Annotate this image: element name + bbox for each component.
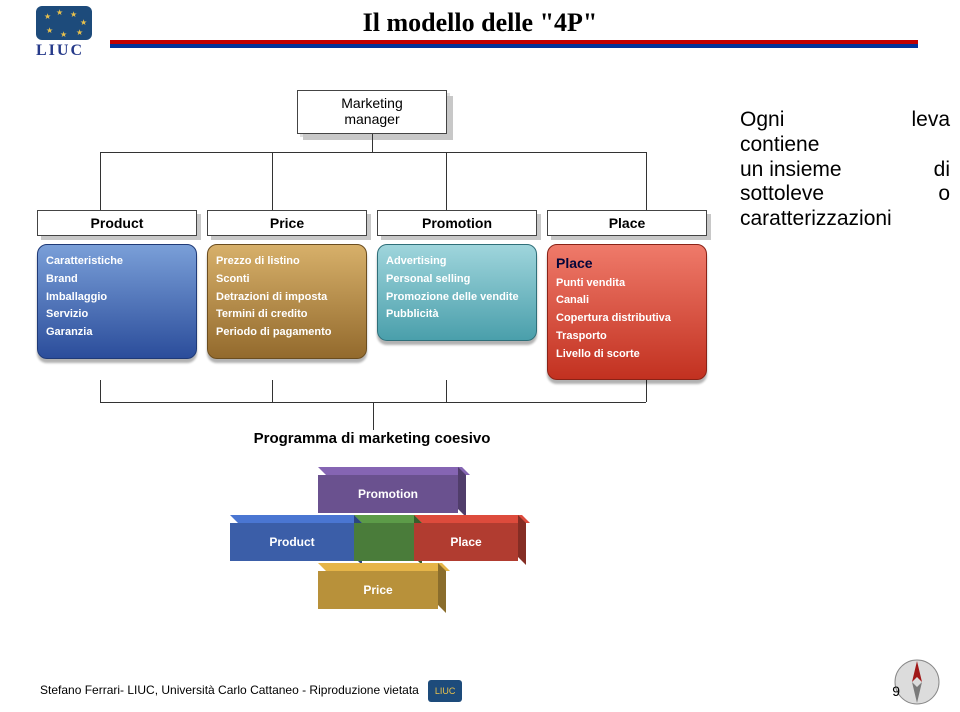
logo-text: LIUC <box>36 42 100 60</box>
list-item: Copertura distributiva <box>556 312 698 326</box>
product-items: Caratteristiche Brand Imballaggio Serviz… <box>46 255 188 340</box>
list-item: Advertising <box>386 255 528 269</box>
side-text: Ogni leva contiene un insieme di sottoleve… <box>740 108 950 232</box>
connector <box>100 380 101 402</box>
column-promotion: Promotion Advertising Personal selling P… <box>377 210 537 380</box>
col-head-place: Place <box>547 210 707 236</box>
price-items: Prezzo di listino Sconti Detrazioni di i… <box>216 255 358 340</box>
columns-row: Product Caratteristiche Brand Imballaggi… <box>18 210 726 380</box>
side-l3b: di <box>934 158 950 183</box>
list-item: Imballaggio <box>46 291 188 305</box>
connector <box>272 380 273 402</box>
footer-mini-logo: LIUC <box>428 680 462 702</box>
connector <box>372 134 373 152</box>
column-product: Product Caratteristiche Brand Imballaggi… <box>37 210 197 380</box>
list-item: Sconti <box>216 273 358 287</box>
block-price: Price <box>318 571 438 609</box>
page-number: 9 <box>892 683 900 699</box>
list-item: Detrazioni di imposta <box>216 291 358 305</box>
list-item: Promozione delle vendite <box>386 291 528 305</box>
connector <box>646 380 647 402</box>
list-item: Brand <box>46 273 188 287</box>
connector <box>646 152 647 210</box>
liuc-logo: ★ ★ ★ ★ ★ ★ ★ LIUC <box>36 6 100 62</box>
cohesive-program-label: Programma di marketing coesivo <box>217 430 527 458</box>
connector <box>446 380 447 402</box>
side-l2: contiene <box>740 133 950 158</box>
side-l3a: un insieme <box>740 158 842 183</box>
list-item: Trasporto <box>556 330 698 344</box>
block-product: Product <box>230 523 354 561</box>
block-spacer <box>354 523 414 561</box>
connector <box>100 152 101 210</box>
connector <box>446 152 447 210</box>
list-item: Servizio <box>46 308 188 322</box>
list-item: Canali <box>556 294 698 308</box>
block-place: Place <box>414 523 518 561</box>
block-promotion: Promotion <box>318 475 458 513</box>
side-l4a: sottoleve <box>740 182 824 207</box>
page-title: Il modello delle "4P" <box>0 8 960 38</box>
side-l1b: leva <box>911 108 950 133</box>
promotion-items: Advertising Personal selling Promozione … <box>386 255 528 322</box>
diagram-4p: Marketing manager Product Caratteristich… <box>18 80 726 690</box>
side-l5: caratterizzazioni <box>740 207 950 232</box>
list-item: Livello di scorte <box>556 348 698 362</box>
list-item: Periodo di pagamento <box>216 326 358 340</box>
col-head-price: Price <box>207 210 367 236</box>
mgr-line1: Marketing <box>298 95 446 111</box>
blocks-3d: Promotion Product Place Price <box>228 465 538 655</box>
side-l4b: o <box>938 182 950 207</box>
place-items: Punti vendita Canali Copertura distribut… <box>556 277 698 362</box>
col-head-promotion: Promotion <box>377 210 537 236</box>
place-inner-label: Place <box>556 255 698 273</box>
list-item: Garanzia <box>46 326 188 340</box>
rule-blue <box>110 44 918 48</box>
mgr-line2: manager <box>298 111 446 127</box>
col-head-product: Product <box>37 210 197 236</box>
list-item: Pubblicità <box>386 308 528 322</box>
list-item: Termini di credito <box>216 308 358 322</box>
list-item: Caratteristiche <box>46 255 188 269</box>
column-price: Price Prezzo di listino Sconti Detrazion… <box>207 210 367 380</box>
marketing-manager-box: Marketing manager <box>297 90 447 134</box>
side-l1a: Ogni <box>740 108 784 133</box>
connector <box>373 402 374 430</box>
connector <box>100 152 646 153</box>
connector <box>272 152 273 210</box>
list-item: Prezzo di listino <box>216 255 358 269</box>
footer: Stefano Ferrari- LIUC, Università Carlo … <box>40 680 900 702</box>
footer-text: Stefano Ferrari- LIUC, Università Carlo … <box>40 683 419 697</box>
list-item: Personal selling <box>386 273 528 287</box>
column-place: Place Place Punti vendita Canali Copertu… <box>547 210 707 380</box>
list-item: Punti vendita <box>556 277 698 291</box>
